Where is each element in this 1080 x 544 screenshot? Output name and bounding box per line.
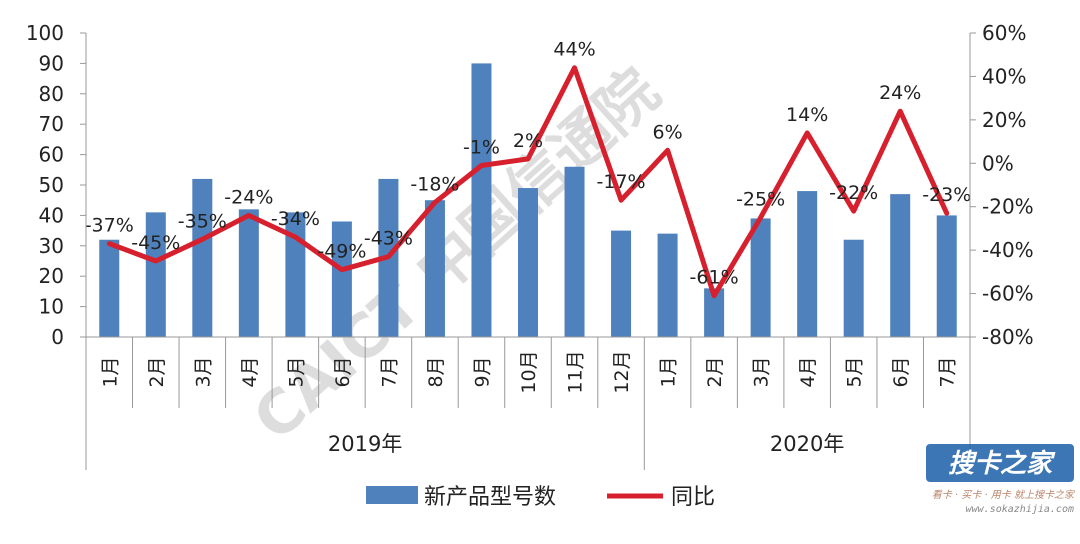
bar bbox=[238, 209, 259, 337]
month-label: 1月 bbox=[658, 356, 680, 387]
right-tick-label: -20% bbox=[982, 195, 1034, 219]
month-label: 5月 bbox=[844, 356, 866, 387]
bar bbox=[331, 221, 352, 337]
axes: 0 10 20 30 40 50 60 70 80 90 100 -80% -60% -40% -20% 0%… bbox=[26, 21, 1034, 470]
right-tick-label: -40% bbox=[982, 238, 1034, 262]
month-label: 7月 bbox=[378, 356, 400, 387]
month-label: 7月 bbox=[937, 356, 959, 387]
year-label: 2020年 bbox=[770, 432, 844, 456]
data-label: -61% bbox=[690, 267, 739, 289]
bar bbox=[285, 212, 306, 337]
month-label: 12月 bbox=[611, 350, 633, 393]
right-tick-label: 60% bbox=[982, 21, 1026, 45]
bar bbox=[657, 233, 678, 337]
month-label: 10月 bbox=[518, 350, 540, 393]
yoy-line bbox=[106, 65, 950, 299]
data-label: -23% bbox=[922, 184, 971, 206]
legend-bar-swatch bbox=[366, 486, 418, 504]
data-label: 24% bbox=[879, 82, 921, 104]
bar bbox=[843, 239, 864, 337]
right-tick-label: -60% bbox=[982, 282, 1034, 306]
data-label: -35% bbox=[178, 210, 227, 232]
bar bbox=[99, 239, 120, 337]
bar bbox=[797, 191, 818, 337]
data-label: -43% bbox=[364, 228, 413, 250]
right-tick-label: 0% bbox=[982, 151, 1014, 175]
bar bbox=[424, 200, 445, 337]
month-label: 2月 bbox=[704, 356, 726, 387]
data-label: 2% bbox=[513, 130, 543, 152]
data-label: 14% bbox=[786, 104, 828, 126]
brand-badge-text: 搜卡之家 bbox=[948, 449, 1056, 479]
month-label: 3月 bbox=[192, 356, 214, 387]
sokazhijia-watermark: 搜卡之家 看卡 · 买卡 · 用卡 就上搜卡之家 www.sokazhijia.… bbox=[926, 444, 1076, 515]
right-tick-label: 40% bbox=[982, 64, 1026, 88]
left-tick-label: 100 bbox=[26, 21, 64, 45]
data-label: -45% bbox=[131, 232, 180, 254]
left-tick-label: 70 bbox=[39, 112, 64, 136]
bar-series bbox=[99, 63, 957, 338]
data-label: -1% bbox=[463, 136, 500, 158]
data-label: -17% bbox=[597, 171, 646, 193]
left-tick-label: 90 bbox=[39, 51, 64, 75]
bar bbox=[936, 215, 957, 337]
legend-bar-label: 新产品型号数 bbox=[424, 485, 556, 510]
data-label: 6% bbox=[653, 121, 683, 143]
data-label: -25% bbox=[736, 189, 785, 211]
bar bbox=[890, 194, 911, 337]
month-label: 9月 bbox=[471, 356, 493, 387]
left-tick-label: 40 bbox=[39, 203, 64, 227]
data-labels: -37%-45%-35%-24%-34% -49%-43% -18%-1% 2% 44%… bbox=[85, 39, 972, 289]
bar bbox=[518, 188, 538, 337]
bar bbox=[145, 212, 166, 337]
brand-url: www.sokazhijia.com bbox=[966, 504, 1074, 515]
bar bbox=[564, 166, 585, 337]
data-label: -49% bbox=[317, 241, 366, 263]
left-tick-label: 60 bbox=[39, 143, 64, 167]
data-label: -37% bbox=[85, 215, 134, 237]
data-label: -22% bbox=[829, 182, 878, 204]
month-label: 1月 bbox=[99, 356, 121, 387]
legend-line-label: 同比 bbox=[671, 485, 715, 510]
month-label: 4月 bbox=[797, 356, 819, 387]
left-tick-label: 80 bbox=[39, 82, 64, 106]
data-label: -34% bbox=[271, 208, 320, 230]
month-label: 8月 bbox=[425, 356, 447, 387]
left-tick-label: 20 bbox=[39, 264, 64, 288]
brand-badge-box bbox=[926, 444, 1074, 482]
month-label: 4月 bbox=[239, 356, 261, 387]
month-label: 3月 bbox=[751, 356, 773, 387]
left-tick-label: 50 bbox=[39, 173, 64, 197]
legend: 新产品型号数 同比 bbox=[366, 485, 715, 510]
right-tick-label: 20% bbox=[982, 108, 1026, 132]
line-series bbox=[106, 65, 950, 299]
data-label: -24% bbox=[224, 186, 273, 208]
year-label: 2019年 bbox=[328, 432, 402, 456]
bar bbox=[192, 178, 213, 337]
bar bbox=[611, 230, 632, 337]
month-label: 5月 bbox=[285, 356, 307, 387]
bar bbox=[704, 288, 725, 337]
month-label: 2月 bbox=[146, 356, 168, 387]
left-tick-label: 10 bbox=[39, 295, 64, 319]
month-label: 11月 bbox=[565, 350, 587, 393]
brand-slogan: 看卡 · 买卡 · 用卡 就上搜卡之家 bbox=[932, 489, 1076, 501]
bar bbox=[471, 63, 492, 338]
month-label: 6月 bbox=[332, 356, 354, 387]
month-label: 6月 bbox=[890, 356, 912, 387]
left-tick-label: 30 bbox=[39, 234, 64, 258]
bar bbox=[750, 218, 771, 337]
data-label: -18% bbox=[410, 173, 459, 195]
right-tick-label: -80% bbox=[982, 325, 1034, 349]
left-tick-label: 0 bbox=[51, 325, 64, 349]
data-label: 44% bbox=[553, 39, 595, 61]
